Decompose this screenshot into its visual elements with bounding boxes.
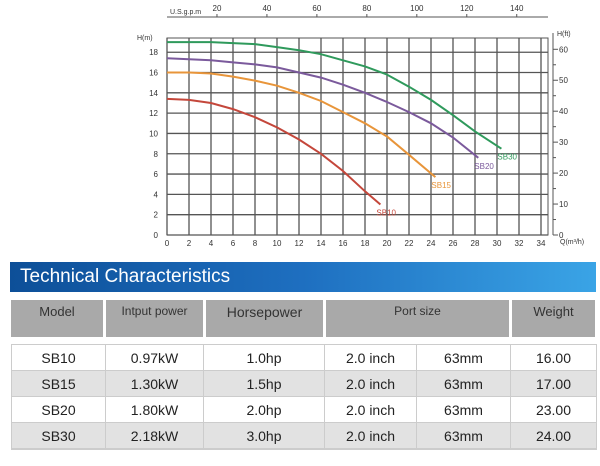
x-tick-label: 30 [493,239,502,248]
header-model: Model [11,300,103,337]
spec-table: SB10 0.97kW 1.0hp 2.0 inch 63mm 16.00 SB… [11,344,597,450]
top-tick-label: 60 [312,4,321,13]
cell-hp: 1.0hp [204,345,325,370]
cell-power: 0.97kW [106,345,204,370]
right-tick-label: 50 [559,76,568,85]
series-label: SB30 [497,153,517,162]
x-tick-label: 10 [273,239,282,248]
series-label: SB10 [376,209,396,218]
series-label: SB20 [474,162,494,171]
header-label: Horsepower [226,304,303,320]
x-tick-label: 22 [405,239,414,248]
top-axis-label: U.S.g.p.m [170,9,201,16]
header-label: Weight [533,304,574,319]
x-tick-label: 0 [165,239,170,248]
y-tick-label: 2 [154,211,159,220]
x-tick-label: 28 [471,239,480,248]
cell-power: 2.18kW [106,423,204,448]
top-tick-label: 40 [262,4,271,13]
x-tick-label: 4 [209,239,214,248]
right-tick-label: 0 [559,231,564,240]
x-tick-label: 34 [537,239,546,248]
y-tick-label: 16 [149,69,158,78]
pump-curve-chart: 0 2 4 6 8 10 12 14 16 18 20 22 24 26 28 30 32 34024681012… [137,4,584,248]
cell-port-mm: 63mm [417,371,511,396]
cell-weight: 16.00 [535,350,572,366]
cell-hp: 2.0hp [204,397,325,422]
x-tick-label: 12 [295,239,304,248]
cell-power: 1.80kW [106,397,204,422]
x-tick-label: 26 [449,239,458,248]
right-tick-label: 10 [559,200,568,209]
y-tick-label: 12 [149,109,158,118]
top-tick-label: 120 [460,4,474,13]
cell-port-mm: 63mm [417,397,511,422]
cell-port-inch: 2.0 inch [325,371,417,396]
x-tick-label: 18 [361,239,370,248]
header-label: Intput power [121,304,188,318]
cell-weight: 17.00 [535,376,572,392]
header-label: Port size [394,304,441,318]
cell-hp: 3.0hp [204,423,325,448]
header-weight: Weight [512,300,595,337]
y-tick-label: 18 [149,48,158,57]
right-tick-label: 60 [559,45,568,54]
cell-hp: 1.5hp [204,371,325,396]
cell-model: SB20 [12,397,106,422]
cell-power: 1.30kW [106,371,204,396]
curve-sb20 [166,57,479,159]
x-tick-label: 20 [383,239,392,248]
table-row: SB15 1.30kW 1.5hp 2.0 inch 63mm 17.00 [12,371,596,397]
cell-weight: 24.00 [535,428,572,444]
cell-weight: 23.00 [535,402,572,418]
x-tick-label: 14 [317,239,326,248]
cell-model: SB15 [12,371,106,396]
x-axis-label: Q(m³/h) [560,239,584,246]
curve-sb30 [167,41,502,150]
header-horsepower: Horsepower [206,300,323,337]
cell-port-inch: 2.0 inch [325,345,417,370]
top-tick-label: 80 [362,4,371,13]
header-port-size: Port size [326,300,509,337]
top-tick-label: 140 [510,4,524,13]
curve-sb10 [166,97,382,206]
y-tick-label: 4 [154,190,159,199]
section-title: Technical Characteristics [20,266,231,287]
y-tick-label: 10 [149,129,158,138]
x-tick-label: 24 [427,239,436,248]
cell-model: SB30 [12,423,106,448]
table-row: SB20 1.80kW 2.0hp 2.0 inch 63mm 23.00 [12,397,596,423]
x-tick-label: 2 [187,239,192,248]
table-row: SB30 2.18kW 3.0hp 2.0 inch 63mm 24.00 [12,423,596,449]
cell-model: SB10 [12,345,106,370]
cell-port-inch: 2.0 inch [325,397,417,422]
y-axis-label: H(m) [137,35,153,42]
y-tick-label: 8 [154,150,159,159]
table-row: SB10 0.97kW 1.0hp 2.0 inch 63mm 16.00 [12,345,596,371]
top-tick-label: 20 [213,4,222,13]
y-tick-label: 6 [154,170,159,179]
x-tick-label: 16 [339,239,348,248]
y-tick-label: 0 [154,231,159,240]
top-tick-label: 100 [410,4,424,13]
right-tick-label: 20 [559,169,568,178]
x-tick-label: 32 [515,239,524,248]
cell-port-mm: 63mm [417,345,511,370]
cell-port-inch: 2.0 inch [325,423,417,448]
header-input-power: Intput power [106,300,203,337]
plot-area [166,37,549,236]
right-tick-label: 40 [559,107,568,116]
y-tick-label: 14 [149,89,158,98]
x-tick-label: 6 [231,239,236,248]
right-axis-label: H(ft) [557,31,571,38]
curve-sb15 [167,71,437,178]
cell-port-mm: 63mm [417,423,511,448]
header-label: Model [39,304,75,319]
right-tick-label: 30 [559,138,568,147]
series-label: SB15 [431,181,451,190]
section-banner: Technical Characteristics [10,262,596,292]
x-tick-label: 8 [253,239,258,248]
